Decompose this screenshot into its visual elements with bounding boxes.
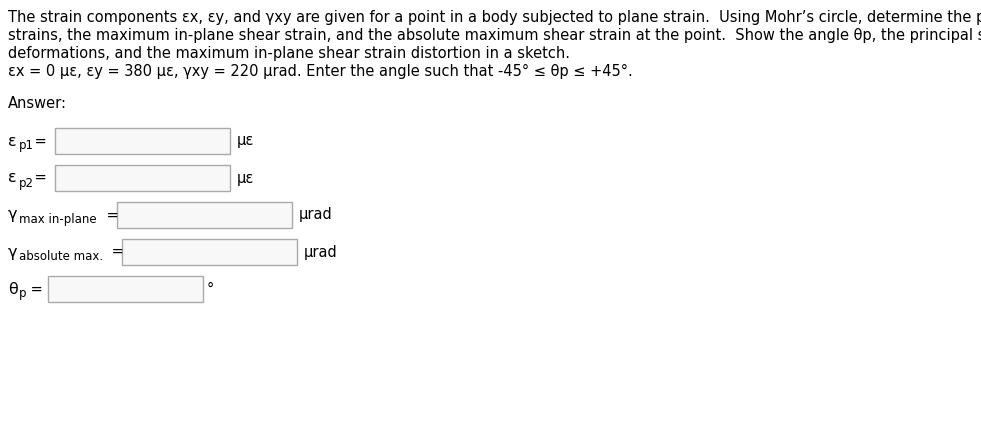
Text: absolute max.: absolute max. — [19, 251, 103, 263]
Bar — [55, 165, 230, 191]
Text: θ: θ — [8, 282, 18, 297]
Text: strains, the maximum in-plane shear strain, and the absolute maximum shear strai: strains, the maximum in-plane shear stra… — [8, 28, 981, 43]
Text: με: με — [237, 133, 254, 149]
Text: μrad: μrad — [304, 244, 337, 259]
Text: p: p — [19, 287, 26, 301]
Bar — [117, 202, 292, 228]
Bar — [122, 239, 297, 265]
Text: ε: ε — [8, 133, 17, 149]
Text: με: με — [237, 171, 254, 186]
Text: =: = — [30, 171, 47, 186]
Text: γ: γ — [8, 207, 18, 222]
Text: =: = — [102, 207, 119, 222]
Text: p1: p1 — [19, 140, 34, 152]
Text: =: = — [26, 282, 43, 297]
Bar — [48, 276, 203, 302]
Text: =: = — [107, 244, 124, 259]
Text: μrad: μrad — [299, 207, 333, 222]
Text: max in-plane: max in-plane — [19, 213, 96, 226]
Text: Answer:: Answer: — [8, 96, 67, 111]
Text: deformations, and the maximum in-plane shear strain distortion in a sketch.: deformations, and the maximum in-plane s… — [8, 46, 570, 61]
Text: γ: γ — [8, 244, 18, 259]
Bar — [55, 128, 230, 154]
Text: p2: p2 — [19, 176, 34, 190]
Text: =: = — [30, 133, 47, 149]
Text: The strain components εx, εy, and γxy are given for a point in a body subjected : The strain components εx, εy, and γxy ar… — [8, 10, 981, 25]
Text: εx = 0 με, εy = 380 με, γxy = 220 μrad. Enter the angle such that -45° ≤ θp ≤ +4: εx = 0 με, εy = 380 με, γxy = 220 μrad. … — [8, 64, 633, 79]
Text: ε: ε — [8, 171, 17, 186]
Text: °: ° — [207, 282, 214, 297]
